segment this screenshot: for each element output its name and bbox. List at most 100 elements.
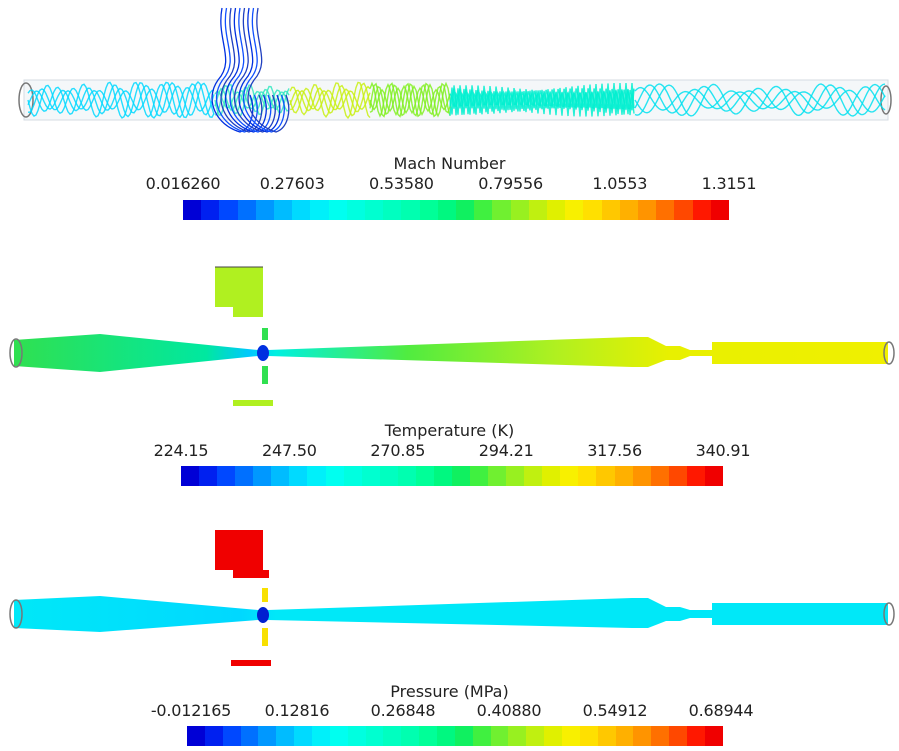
streamline — [369, 82, 451, 118]
color-bar-cell — [692, 200, 711, 220]
color-bar-cell — [328, 200, 347, 220]
color-bar-cell — [240, 726, 259, 746]
color-bar-cell — [433, 466, 452, 486]
chamber-upper-step — [233, 307, 263, 317]
color-bar-cell — [508, 726, 527, 746]
color-bar-cell — [687, 726, 705, 746]
outlet-cap — [883, 341, 895, 365]
outlet-cap — [880, 85, 892, 115]
mach-tick-label: 0.53580 — [369, 174, 434, 193]
color-bar-cell — [524, 466, 543, 486]
color-bar-cell — [346, 200, 366, 220]
color-bar-cell — [312, 726, 330, 746]
streamline — [634, 83, 886, 117]
color-bar-cell — [510, 200, 529, 220]
pressure-legend-title: Pressure (MPa) — [390, 682, 509, 701]
streamline — [238, 7, 281, 133]
secondary-inlet — [262, 588, 268, 602]
color-bar-cell — [456, 200, 475, 220]
color-bar-cell — [237, 200, 256, 220]
mach-legend-title: Mach Number — [393, 154, 506, 173]
pressure-tick-label: 0.26848 — [370, 701, 436, 720]
color-bar-cell — [710, 200, 730, 220]
chamber-upper-step — [233, 570, 269, 578]
secondary-inlet — [262, 628, 268, 646]
throat-cold-spot — [257, 345, 269, 361]
temperature-tick-label: 294.21 — [478, 441, 534, 460]
inlet-cap — [18, 82, 34, 118]
color-bar-cell — [633, 726, 652, 746]
temperature-tick-labels: 224.15 247.50 270.85 294.21 317.56 340.9… — [154, 441, 751, 461]
streamline — [247, 7, 290, 133]
mach-tick-label: 0.016260 — [145, 174, 221, 193]
ejector-body — [14, 596, 888, 632]
color-bar-cell — [472, 726, 491, 746]
color-bar-cell — [289, 466, 308, 486]
color-bar-cell — [419, 726, 438, 746]
streamline — [634, 83, 886, 117]
color-bar-cell — [361, 466, 380, 486]
color-bar-cell — [307, 466, 326, 486]
streamline — [229, 7, 272, 133]
streamline — [634, 83, 886, 117]
streamline — [242, 7, 285, 133]
color-bar-cell — [401, 200, 420, 220]
streamline — [233, 7, 276, 133]
chamber-lower — [233, 400, 273, 406]
color-bar-cell — [651, 726, 670, 746]
ejector-body — [14, 334, 888, 372]
temperature-tick-label: 247.50 — [261, 441, 317, 460]
color-bar-cell — [419, 200, 438, 220]
color-bar-cell — [560, 466, 579, 486]
color-bar-cell — [253, 466, 272, 486]
color-bar-cell — [656, 200, 675, 220]
mach-tick-label: 1.3151 — [701, 174, 757, 193]
color-bar-cell — [397, 466, 416, 486]
temperature-tick-label: 317.56 — [587, 441, 642, 460]
streamline — [220, 7, 263, 133]
chamber-upper — [215, 530, 263, 570]
color-bar-cell — [583, 200, 602, 220]
color-bar-cell — [379, 466, 398, 486]
color-bar-cell — [674, 200, 693, 220]
color-bar-cell — [454, 726, 473, 746]
color-bar-cell — [542, 466, 561, 486]
color-bar-cell — [528, 200, 548, 220]
streamline — [27, 81, 215, 119]
streamline — [369, 81, 451, 118]
pressure-tick-label: 0.40880 — [476, 701, 542, 720]
color-bar-cell — [204, 726, 223, 746]
color-bar-cell — [329, 726, 348, 746]
inlet-cap — [9, 338, 23, 368]
color-bar-cell — [292, 200, 311, 220]
color-bar-cell — [255, 200, 275, 220]
color-bar-cell — [325, 466, 344, 486]
streamline — [215, 7, 258, 133]
color-bar-cell — [365, 200, 384, 220]
outlet-cap — [883, 602, 895, 626]
pressure-tick-label: 0.54912 — [582, 701, 648, 720]
color-bar-cell — [451, 466, 470, 486]
streamline — [211, 7, 254, 133]
color-bar-cell — [565, 200, 584, 220]
color-bar-cell — [632, 466, 651, 486]
chamber-lower — [231, 660, 271, 666]
color-bar-cell — [544, 726, 563, 746]
color-bar-cell — [383, 200, 402, 220]
pressure-contour-view — [9, 530, 895, 666]
streamline — [289, 82, 371, 117]
mach-tick-labels: 0.016260 0.27603 0.53580 0.79556 1.0553 … — [146, 174, 757, 194]
color-bar-cell — [383, 726, 402, 746]
inlet-cap — [9, 599, 23, 629]
secondary-inlet — [262, 328, 268, 340]
streamline — [289, 87, 371, 114]
streamline — [289, 85, 371, 113]
streamline — [27, 81, 215, 119]
pressure-tick-label: -0.012165 — [150, 701, 232, 720]
color-bar-cell — [415, 466, 434, 486]
streamline — [214, 87, 290, 112]
temperature-tick-label: 340.91 — [695, 441, 751, 460]
color-bar-cell — [526, 726, 545, 746]
streamline — [449, 88, 635, 117]
temperature-color-bar — [181, 466, 723, 486]
